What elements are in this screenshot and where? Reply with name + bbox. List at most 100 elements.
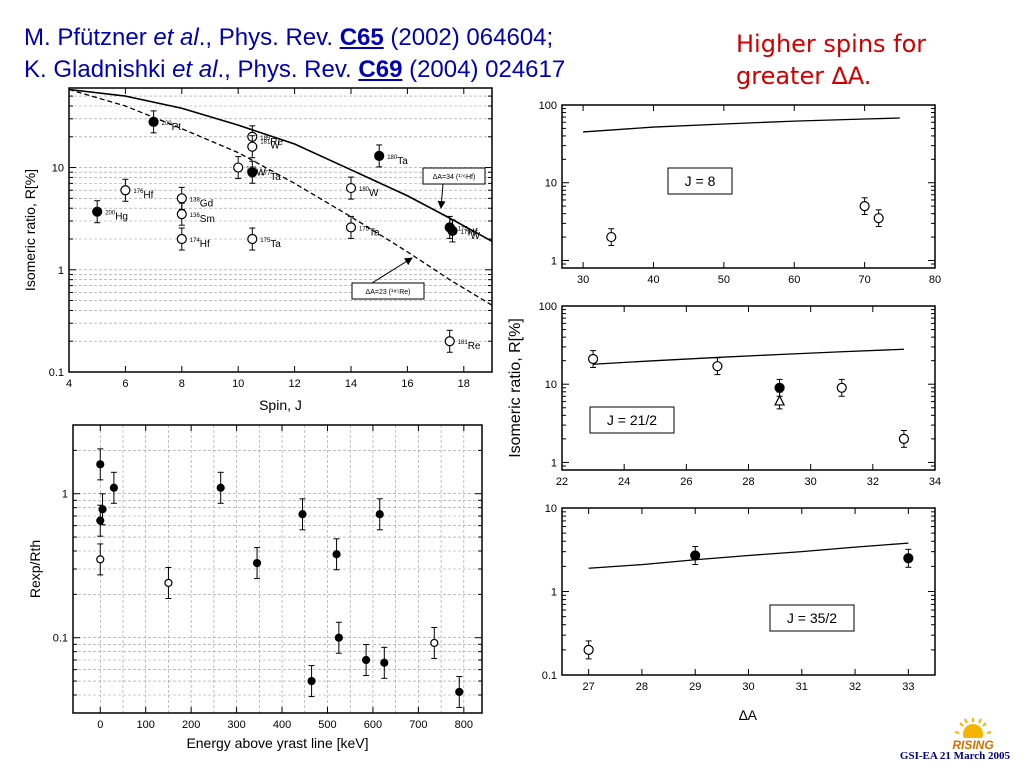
x-tick-label: 500 [318, 719, 336, 731]
panel-label: J = 8 [685, 173, 716, 189]
x-tick-label: 70 [858, 274, 870, 286]
rising-logo: RISING [948, 718, 998, 752]
chart-j21-2: 22 24 26 28 30 32 34 1 10 100 J = 21/2 Isomeric rat… [507, 301, 941, 488]
data-point-filled [252, 558, 262, 568]
x-tick-label: 300 [227, 719, 245, 731]
x-tick-label: 32 [867, 476, 879, 488]
plot-frame [561, 507, 936, 676]
data-point-filled [92, 206, 103, 217]
data-point-open [836, 382, 847, 393]
logo-text: RISING [952, 738, 993, 752]
x-tick-label: 14 [345, 378, 357, 390]
y-tick-label: 1 [62, 489, 68, 501]
point-label: Hf [468, 227, 478, 238]
panel-label: J = 21/2 [607, 412, 657, 428]
data-point-open [247, 233, 258, 245]
x-tick-label: 29 [689, 681, 701, 693]
data-point-open [583, 644, 594, 655]
x-tick-label: 28 [636, 681, 648, 693]
data-point-open [345, 222, 357, 233]
ref1-volume-link[interactable]: C65 [339, 24, 384, 51]
x-tick-label: 30 [805, 476, 817, 488]
ref2-volume-link[interactable]: C69 [358, 56, 403, 83]
point-label: W [369, 188, 379, 199]
plot-frame [68, 87, 493, 373]
theory-curve [583, 117, 900, 133]
x-tick-label: 24 [618, 476, 630, 488]
point-label: Hf [200, 239, 210, 250]
point-mass-number: 175 [359, 226, 370, 232]
data-point-filled [96, 516, 105, 525]
data-point-filled [374, 150, 385, 161]
x-tick-label: 10 [232, 378, 244, 390]
reference-text: M. Pfützner et al., Phys. Rev. C65 (2002… [24, 22, 565, 86]
data-point-filled [98, 505, 107, 514]
data-point-open [606, 231, 617, 243]
data-point-filled [375, 510, 384, 519]
data-point-filled [380, 658, 389, 667]
x-axis-label: Energy above yrast line [keV] [186, 735, 368, 751]
point-label: Ta [270, 239, 281, 250]
data-point-filled [774, 382, 785, 393]
y-tick-label: 1 [58, 265, 64, 277]
data-point-open [587, 353, 599, 365]
point-label: Re [270, 137, 283, 148]
point-label: W [256, 168, 266, 179]
plot-frame [561, 305, 936, 471]
x-tick-label: 26 [680, 476, 692, 488]
chart-ratio-vs-energy: 0 100 200 300 400 500 600 700 800 0.1 1 Energy abov… [27, 424, 482, 751]
x-tick-label: 200 [182, 719, 200, 731]
x-tick-label: 8 [179, 378, 185, 390]
point-mass-number: 138 [190, 197, 201, 203]
data-point-open [345, 182, 357, 194]
data-point-open [859, 201, 870, 212]
x-tick-label: 600 [364, 719, 382, 731]
plot-frame [561, 104, 936, 269]
note-text: Higher spins for greater ∆A. [736, 28, 926, 92]
data-point-filled [247, 167, 258, 178]
point-mass-number: 175 [260, 238, 271, 244]
point-mass-number: 181 [260, 140, 271, 146]
x-tick-label: 800 [455, 719, 473, 731]
annotation-label: ΔA=34 (¹⁷⁶Hf) [433, 174, 476, 181]
x-tick-label: 4 [66, 378, 72, 390]
y-tick-label: 0.1 [542, 670, 557, 682]
y-tick-label: 10 [545, 379, 557, 391]
point-label: Ta [397, 156, 408, 167]
plot-frame [72, 424, 483, 714]
point-mass-number: 181 [458, 340, 469, 346]
point-label: Ta [270, 172, 281, 183]
point-label: W [471, 231, 481, 242]
data-point-filled [298, 510, 307, 519]
data-point-filled [216, 483, 225, 492]
point-mass-number: 179 [461, 230, 472, 236]
data-point-filled [903, 553, 914, 564]
point-label: Sm [200, 214, 215, 225]
point-label: Ta [369, 227, 380, 238]
y-axis-label: Isomeric ratio, R[%] [507, 318, 524, 458]
panel-label: J = 35/2 [787, 610, 837, 626]
data-point-filled [362, 655, 371, 665]
point-mass-number: 174 [190, 238, 201, 244]
y-tick-label: 100 [539, 301, 557, 313]
reference-line-1: M. Pfützner et al., Phys. Rev. C65 (2002… [24, 22, 565, 54]
data-point-open [247, 141, 258, 152]
theory-curve [588, 542, 909, 569]
data-point-filled [332, 550, 341, 559]
data-point-filled [96, 460, 105, 469]
point-mass-number: 200 [162, 121, 173, 127]
point-label: Pt [172, 122, 182, 133]
theory-curve-solid [68, 88, 493, 242]
data-point-open [233, 162, 244, 173]
point-label: Gd [200, 198, 213, 209]
data-point-filled [690, 550, 701, 561]
x-tick-label: 40 [647, 274, 659, 286]
annotation-box [422, 167, 486, 185]
point-mass-number: 176 [133, 189, 144, 195]
ref1-rest: (2002) 064604; [383, 24, 554, 51]
annotation-box [351, 282, 425, 300]
y-tick-label: 0.1 [53, 633, 68, 645]
x-tick-label: 0 [97, 719, 103, 731]
chart-j35-2: 27 28 29 30 31 32 33 0.1 1 10 J = 35/2 [542, 503, 936, 693]
x-tick-label: 31 [796, 681, 808, 693]
